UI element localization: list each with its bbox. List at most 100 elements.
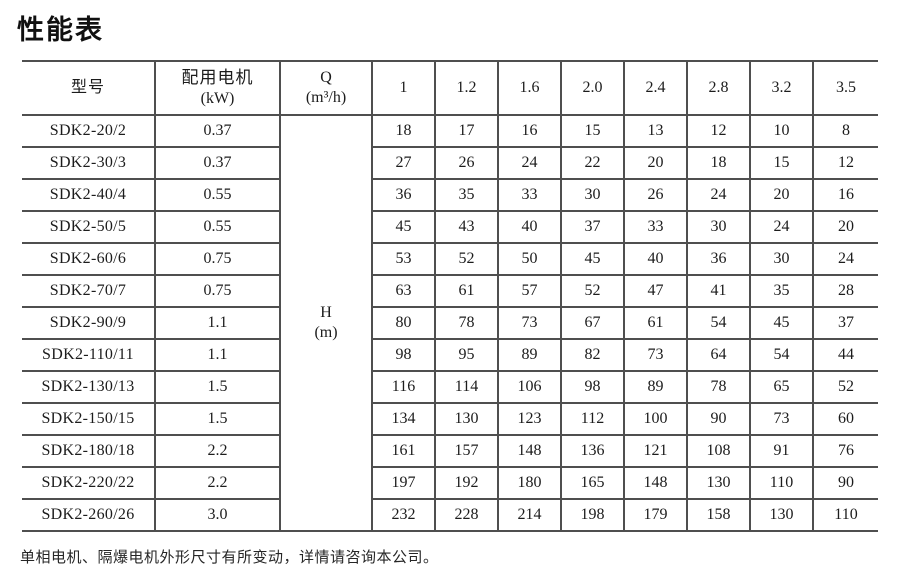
head-value-cell: 116 (371, 370, 435, 404)
head-value-cell: 30 (749, 242, 813, 276)
head-value-cell: 22 (560, 146, 624, 180)
head-value-cell: 123 (497, 402, 561, 436)
head-value-cell: 80 (371, 306, 435, 340)
performance-table: 型号 配用电机 (kW) Q (m³/h) 1 1.2 1.6 2.0 2.4 … (22, 60, 878, 532)
motor-power-cell: 1.5 (154, 370, 280, 404)
head-value-cell: 192 (434, 466, 498, 500)
motor-power-cell: 0.37 (154, 114, 280, 148)
motor-power-cell: 1.1 (154, 306, 280, 340)
head-value-cell: 130 (686, 466, 750, 500)
head-value-cell: 8 (812, 114, 878, 148)
table-row: SDK2-150/15 1.5 134 130 123 112 100 90 73 60 (22, 402, 878, 436)
head-value-cell: 15 (749, 146, 813, 180)
q-label: Q (320, 69, 332, 86)
page-title: 性能表 (17, 15, 104, 45)
head-value-cell: 45 (749, 306, 813, 340)
head-value-cell: 26 (623, 178, 687, 212)
head-value-cell: 89 (497, 338, 561, 372)
header-q-value: 2.8 (686, 60, 750, 116)
header-q-value: 2.4 (623, 60, 687, 116)
head-value-cell: 20 (623, 146, 687, 180)
head-value-cell: 76 (812, 434, 878, 468)
head-value-cell: 161 (371, 434, 435, 468)
model-cell: SDK2-40/4 (22, 178, 155, 212)
head-value-cell: 15 (560, 114, 624, 148)
head-value-cell: 33 (497, 178, 561, 212)
head-value-cell: 40 (497, 210, 561, 244)
head-value-cell: 114 (434, 370, 498, 404)
head-value-cell: 64 (686, 338, 750, 372)
h-label: H (320, 304, 332, 321)
head-value-cell: 57 (497, 274, 561, 308)
head-value-cell: 16 (812, 178, 878, 212)
table-row: SDK2-40/4 0.55 36 35 33 30 26 24 20 16 (22, 178, 878, 212)
model-cell: SDK2-130/13 (22, 370, 155, 404)
motor-power-label: 配用电机 (181, 68, 254, 88)
head-value-cell: 197 (371, 466, 435, 500)
head-value-cell: 78 (686, 370, 750, 404)
head-value-cell: 73 (749, 402, 813, 436)
head-value-cell: 24 (497, 146, 561, 180)
motor-power-cell: 0.75 (154, 242, 280, 276)
table-row: SDK2-260/26 3.0 232 228 214 198 179 158 130 110 (22, 498, 878, 532)
head-value-cell: 121 (623, 434, 687, 468)
head-value-cell: 37 (812, 306, 878, 340)
head-value-cell: 36 (371, 178, 435, 212)
table-row: SDK2-90/9 1.1 80 78 73 67 61 54 45 37 (22, 306, 878, 340)
head-value-cell: 10 (749, 114, 813, 148)
head-value-cell: 30 (686, 210, 750, 244)
head-value-cell: 136 (560, 434, 624, 468)
head-value-cell: 12 (686, 114, 750, 148)
model-cell: SDK2-20/2 (22, 114, 155, 148)
head-value-cell: 61 (623, 306, 687, 340)
head-unit-cell: H (m) (279, 114, 372, 532)
head-value-cell: 130 (749, 498, 813, 532)
head-value-cell: 67 (560, 306, 624, 340)
head-value-cell: 20 (749, 178, 813, 212)
performance-table-body: SDK2-20/2 0.37 H (m) 18 17 16 15 13 12 10 8 SDK2-30/… (22, 114, 878, 532)
head-value-cell: 37 (560, 210, 624, 244)
motor-power-cell: 0.55 (154, 210, 280, 244)
table-row: SDK2-60/6 0.75 53 52 50 45 40 36 30 24 (22, 242, 878, 276)
head-value-cell: 165 (560, 466, 624, 500)
head-value-cell: 45 (371, 210, 435, 244)
model-cell: SDK2-220/22 (22, 466, 155, 500)
h-unit: (m) (314, 324, 338, 341)
head-value-cell: 106 (497, 370, 561, 404)
head-value-cell: 214 (497, 498, 561, 532)
head-value-cell: 100 (623, 402, 687, 436)
table-row: SDK2-70/7 0.75 63 61 57 52 47 41 35 28 (22, 274, 878, 308)
head-value-cell: 33 (623, 210, 687, 244)
motor-power-cell: 2.2 (154, 466, 280, 500)
head-value-cell: 12 (812, 146, 878, 180)
head-value-cell: 36 (686, 242, 750, 276)
head-value-cell: 65 (749, 370, 813, 404)
head-value-cell: 47 (623, 274, 687, 308)
model-cell: SDK2-50/5 (22, 210, 155, 244)
head-value-cell: 61 (434, 274, 498, 308)
model-cell: SDK2-150/15 (22, 402, 155, 436)
head-value-cell: 90 (812, 466, 878, 500)
head-value-cell: 95 (434, 338, 498, 372)
head-value-cell: 130 (434, 402, 498, 436)
table-row: SDK2-130/13 1.5 116 114 106 98 89 78 65 52 (22, 370, 878, 404)
head-value-cell: 232 (371, 498, 435, 532)
motor-power-cell: 2.2 (154, 434, 280, 468)
head-value-cell: 112 (560, 402, 624, 436)
model-cell: SDK2-90/9 (22, 306, 155, 340)
head-value-cell: 35 (749, 274, 813, 308)
head-value-cell: 60 (812, 402, 878, 436)
motor-power-cell: 1.5 (154, 402, 280, 436)
head-value-cell: 24 (812, 242, 878, 276)
header-q-value: 1.2 (434, 60, 498, 116)
head-value-cell: 41 (686, 274, 750, 308)
motor-power-cell: 1.1 (154, 338, 280, 372)
table-row: SDK2-110/11 1.1 98 95 89 82 73 64 54 44 (22, 338, 878, 372)
head-value-cell: 98 (371, 338, 435, 372)
head-value-cell: 44 (812, 338, 878, 372)
head-value-cell: 90 (686, 402, 750, 436)
head-value-cell: 24 (686, 178, 750, 212)
head-value-cell: 26 (434, 146, 498, 180)
head-value-cell: 35 (434, 178, 498, 212)
model-cell: SDK2-60/6 (22, 242, 155, 276)
